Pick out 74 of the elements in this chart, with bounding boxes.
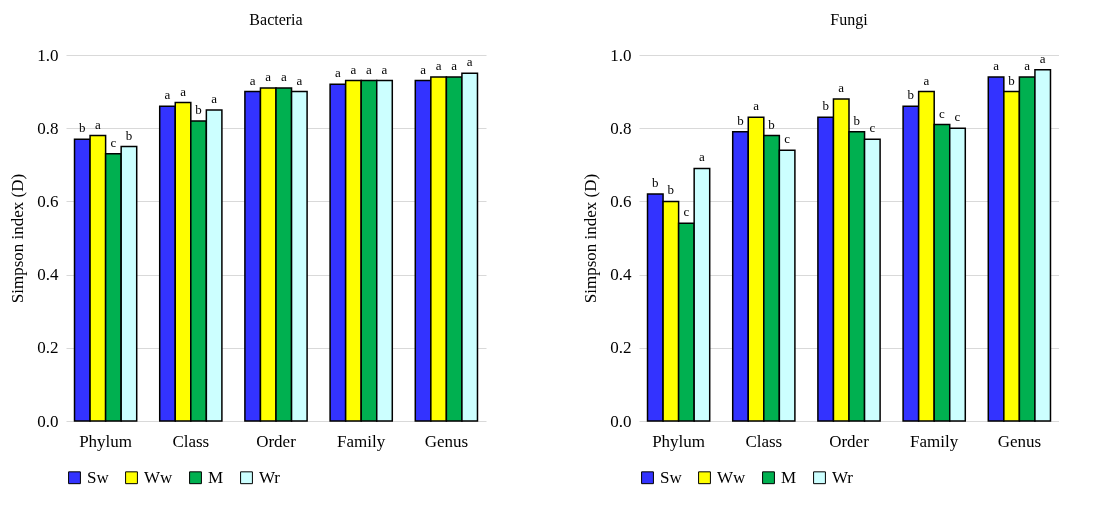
data-label: a — [249, 72, 256, 88]
y-tick-label: 0.4 — [37, 265, 59, 285]
x-tick-label: Class — [745, 431, 783, 451]
data-label: a — [420, 61, 427, 77]
data-label: a — [699, 149, 706, 165]
data-label: a — [94, 116, 101, 132]
data-label: a — [753, 98, 760, 114]
x-tick-label: Phylum — [652, 431, 706, 451]
data-label: a — [265, 68, 272, 84]
legend-label: Ww — [717, 467, 747, 487]
y-tick-label: 0.6 — [37, 191, 59, 211]
chart-title: Bacteria — [249, 11, 303, 28]
y-tick-label: 0.4 — [610, 265, 632, 285]
legend-label: Wr — [259, 467, 281, 487]
data-label: b — [822, 98, 829, 114]
data-label: a — [334, 65, 341, 81]
data-label: a — [180, 83, 187, 99]
data-label: b — [1008, 72, 1015, 88]
data-label: a — [211, 90, 218, 106]
data-label: a — [1024, 57, 1031, 73]
chart-title: Fungi — [830, 11, 869, 29]
y-tick-label: 0.0 — [610, 411, 632, 431]
data-label: b — [125, 127, 133, 143]
data-label: c — [784, 131, 791, 147]
data-label: a — [381, 61, 388, 77]
data-label: b — [195, 101, 202, 117]
x-tick-label: Order — [256, 431, 297, 451]
x-tick-label: Genus — [997, 431, 1042, 451]
data-label: b — [652, 175, 659, 191]
data-label: a — [1039, 50, 1046, 66]
legend-label: Ww — [144, 467, 174, 487]
data-label: a — [366, 61, 373, 77]
data-label: a — [838, 79, 845, 95]
y-tick-label: 0.0 — [37, 411, 59, 431]
legend-label: Sw — [87, 467, 110, 487]
y-tick-label: 0.2 — [610, 338, 632, 358]
y-tick-label: 1.0 — [37, 45, 59, 65]
x-tick-label: Genus — [424, 431, 469, 451]
data-label: b — [768, 116, 775, 132]
x-tick-label: Class — [172, 431, 210, 451]
data-label: a — [993, 57, 1000, 73]
legend-label: Wr — [832, 467, 854, 487]
data-label: a — [280, 68, 287, 84]
data-label: c — [954, 109, 961, 125]
data-label: c — [110, 134, 117, 150]
data-label: b — [79, 120, 86, 136]
x-tick-label: Order — [829, 431, 870, 451]
y-tick-label: 0.2 — [37, 338, 59, 358]
y-tick-label: 0.8 — [37, 118, 59, 138]
data-label: b — [907, 87, 915, 103]
y-tick-label: 0.6 — [610, 191, 632, 211]
legend-label: M — [208, 467, 224, 487]
x-tick-label: Phylum — [79, 431, 133, 451]
y-axis-title: Simpson index (D) — [8, 173, 28, 304]
y-tick-label: 1.0 — [610, 45, 632, 65]
data-label: a — [451, 57, 458, 73]
data-label: a — [466, 54, 473, 70]
legend-label: M — [781, 467, 797, 487]
data-label: b — [737, 112, 744, 128]
data-label: b — [853, 112, 861, 128]
data-label: c — [683, 204, 690, 220]
data-label: a — [296, 72, 303, 88]
data-label: a — [923, 72, 930, 88]
data-label: a — [435, 57, 442, 73]
x-tick-label: Family — [910, 431, 959, 451]
data-label: c — [939, 105, 946, 121]
legend-label: Sw — [660, 467, 683, 487]
y-tick-label: 0.8 — [610, 118, 632, 138]
data-label: a — [350, 61, 357, 77]
data-label: a — [164, 87, 171, 103]
y-axis-title: Simpson index (D) — [581, 173, 601, 304]
data-label: b — [667, 182, 675, 198]
x-tick-label: Family — [337, 431, 386, 451]
data-label: c — [869, 120, 876, 136]
